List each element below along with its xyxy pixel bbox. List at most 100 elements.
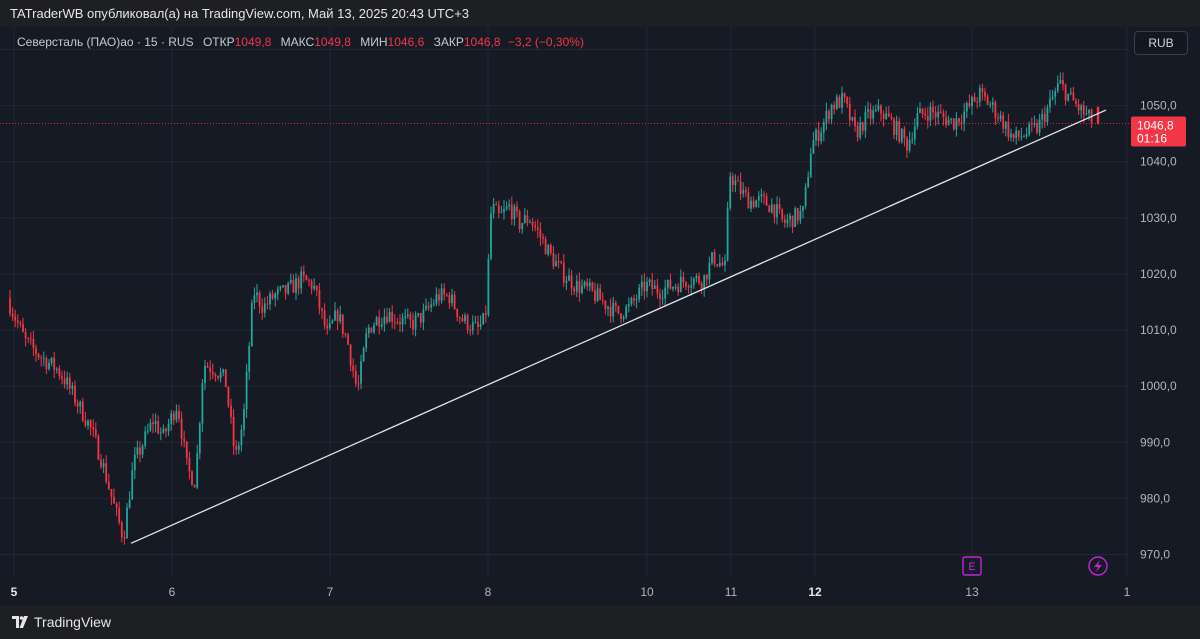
candle-body	[581, 285, 583, 293]
candle-body	[206, 365, 209, 368]
candle-body	[282, 284, 284, 287]
candle-body	[1041, 113, 1044, 120]
candle-body	[484, 313, 487, 315]
candle-body	[531, 222, 534, 226]
candle-body	[360, 361, 362, 384]
candle-body	[682, 276, 685, 283]
overlays: 1046,801:16 E	[0, 109, 1186, 576]
candle-body	[622, 317, 625, 319]
candle-body	[815, 129, 817, 141]
candle-body	[1056, 83, 1059, 91]
candle-body	[432, 303, 435, 305]
high-value: 1049,8	[314, 35, 351, 49]
candle-body	[58, 368, 61, 377]
price-chart[interactable]: 1046,801:16E 970,0980,0990,01000,01010,0…	[0, 27, 1200, 605]
candle-body	[497, 205, 500, 213]
candle-body	[292, 280, 295, 293]
candle-body	[885, 113, 888, 119]
candle-body	[19, 322, 22, 324]
candle-body	[729, 176, 732, 208]
candle-body	[698, 275, 700, 283]
candle-body	[627, 304, 630, 307]
candle-body	[453, 294, 456, 309]
candle-body	[440, 288, 443, 301]
candle-body	[939, 111, 942, 113]
candle-body	[362, 348, 365, 362]
candle-body	[471, 322, 474, 331]
candle-body	[1002, 115, 1005, 129]
candle-body	[672, 286, 674, 289]
candle-body	[42, 358, 45, 360]
candle-body	[633, 298, 635, 301]
candle-body	[604, 300, 607, 309]
candle-body	[35, 347, 37, 355]
x-tick-label: 11	[725, 585, 738, 599]
candle-body	[924, 113, 927, 116]
candle-body	[679, 276, 682, 292]
close-label: ЗАКР	[433, 35, 464, 49]
candle-body	[552, 252, 555, 267]
candle-body	[157, 421, 160, 434]
candle-body	[336, 310, 339, 322]
candle-body	[625, 306, 628, 318]
candle-body	[700, 282, 703, 289]
candle-body	[599, 288, 602, 300]
candle-body	[191, 471, 193, 486]
tradingview-logo[interactable]: TradingView	[12, 614, 111, 630]
candle-body	[913, 126, 916, 140]
candle-body	[518, 211, 521, 229]
candle-body	[269, 293, 271, 305]
candle-body	[872, 110, 875, 119]
candle-body	[492, 204, 495, 214]
candle-body	[110, 489, 113, 497]
candle-body	[1010, 133, 1012, 138]
candle-body	[687, 286, 690, 288]
candle-body	[55, 368, 58, 370]
candle-body	[37, 354, 40, 358]
candle-body	[87, 420, 89, 426]
candle-body	[529, 222, 531, 224]
candle-body	[911, 139, 914, 141]
candle-body	[903, 128, 906, 139]
candle-body	[349, 344, 352, 366]
candle-body	[107, 481, 110, 490]
candle-body	[310, 281, 313, 289]
candle-body	[513, 206, 516, 220]
candle-body	[464, 315, 466, 322]
candle-body	[81, 401, 84, 421]
candle-body	[1049, 98, 1051, 108]
candle-body	[32, 339, 35, 348]
chart-area[interactable]: 1046,8 01:16 E 970,0 980,0 990,0 1000,0 1010,0…	[0, 27, 1200, 605]
candle-body	[737, 180, 739, 182]
candle-body	[1067, 93, 1070, 101]
candle-body	[978, 88, 981, 102]
candle-body	[22, 323, 24, 332]
candle-body	[669, 279, 672, 289]
candle-body	[196, 453, 199, 488]
candle-body	[765, 196, 768, 206]
candle-body	[955, 118, 958, 130]
candle-body	[952, 118, 955, 130]
candle-body	[1015, 130, 1018, 138]
candle-body	[900, 128, 903, 142]
candle-body	[646, 281, 648, 292]
candle-body	[562, 262, 565, 283]
price-tag-countdown: 01:16	[1137, 132, 1167, 146]
currency-button[interactable]: RUB	[1134, 31, 1188, 55]
candle-body	[986, 96, 989, 105]
candle-body	[84, 420, 87, 426]
candle-body	[211, 371, 214, 375]
candle-body	[341, 314, 344, 334]
candle-body	[16, 320, 19, 323]
x-tick-label: 10	[640, 585, 654, 599]
candle-body	[167, 423, 170, 432]
candle-body	[92, 427, 95, 430]
candle-body	[378, 317, 381, 327]
candle-body	[102, 463, 105, 467]
candle-body	[695, 275, 698, 279]
candle-body	[568, 275, 570, 281]
candle-body	[653, 285, 656, 289]
candle-body	[612, 302, 615, 317]
candle-body	[591, 282, 594, 291]
